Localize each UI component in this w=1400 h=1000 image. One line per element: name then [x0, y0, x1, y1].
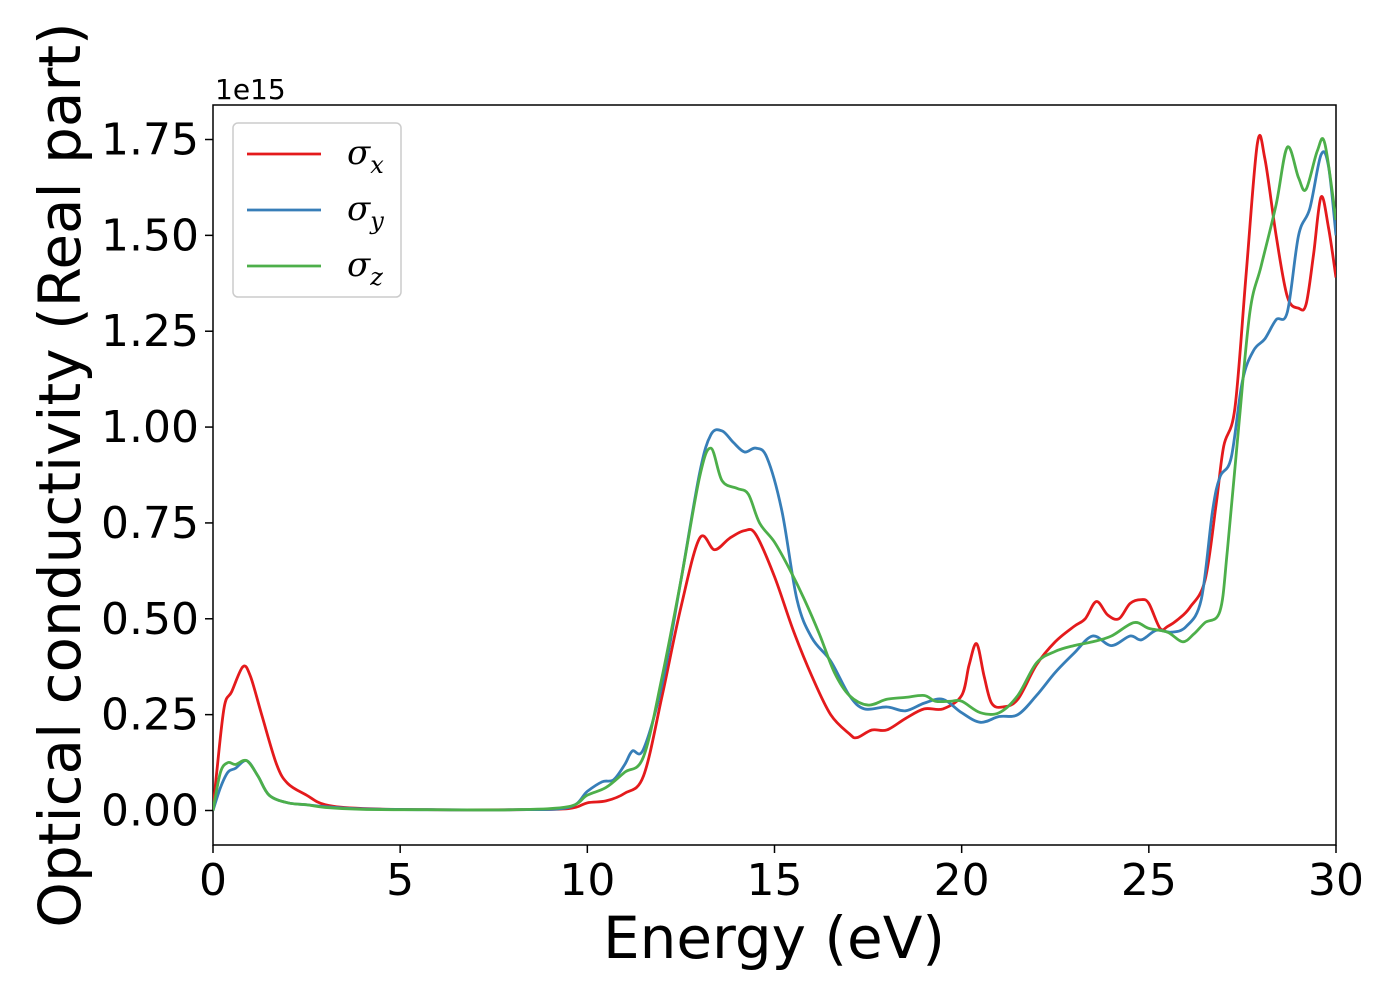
y-axis: 0.00 0.25 0.50 0.75 1.00 1.25 1.50 1.75: [101, 115, 213, 836]
series-layer: [213, 134, 1336, 812]
y-tick-label: 0.75: [101, 498, 199, 549]
legend-symbol: σ: [347, 133, 371, 173]
legend-symbol: σ: [347, 245, 371, 285]
y-tick-label: 0.25: [101, 690, 199, 741]
legend-label-sigma-y: σy: [347, 189, 384, 235]
x-tick-label: 5: [386, 855, 414, 906]
x-tick-label: 10: [559, 855, 615, 906]
legend-label-sigma-x: σx: [347, 133, 384, 179]
x-tick-label: 0: [199, 855, 227, 906]
y-tick-label: 0.00: [101, 785, 199, 836]
legend-label-sigma-z: σz: [347, 245, 383, 291]
x-tick-label: 20: [934, 855, 990, 906]
legend-subscript: y: [369, 207, 384, 235]
y-axis-title: Optical conductivity (Real part): [26, 22, 94, 927]
x-axis-title: Energy (eV): [603, 904, 945, 972]
y-offset-label: 1e15: [215, 73, 286, 106]
legend-subscript: z: [369, 263, 383, 291]
x-tick-label: 25: [1121, 855, 1177, 906]
y-tick-label: 1.50: [101, 210, 199, 261]
x-tick-label: 15: [747, 855, 803, 906]
y-tick-label: 1.75: [101, 115, 199, 166]
legend-subscript: x: [370, 151, 384, 179]
x-axis: 0 5 10 15 20 25 30: [199, 845, 1364, 906]
x-tick-label: 30: [1308, 855, 1364, 906]
y-tick-label: 0.50: [101, 594, 199, 645]
series-line-sigma-z: [213, 137, 1336, 812]
y-tick-label: 1.00: [101, 402, 199, 453]
y-tick-label: 1.25: [101, 306, 199, 357]
legend-symbol: σ: [347, 189, 371, 229]
